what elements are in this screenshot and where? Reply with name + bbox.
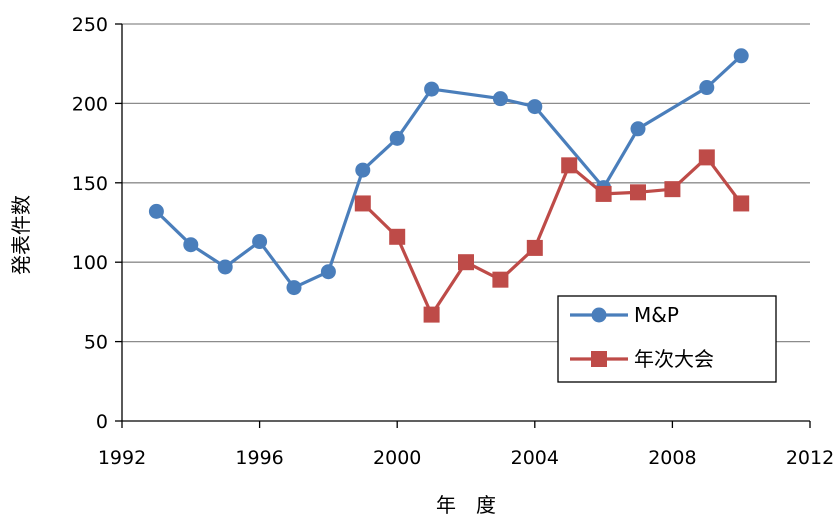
data-point: [595, 185, 612, 202]
data-point: [561, 157, 578, 174]
legend: M&P 年次大会: [557, 295, 777, 383]
data-point: [183, 237, 199, 253]
legend-marker-square: [591, 351, 607, 367]
data-point: [148, 203, 164, 219]
data-point: [492, 271, 509, 288]
x-tick-label: 1992: [98, 447, 146, 469]
series-0: [148, 48, 749, 296]
x-tick-label: 2004: [511, 447, 559, 469]
axes: [115, 23, 811, 428]
data-point: [458, 254, 474, 271]
data-point: [733, 195, 750, 212]
data-point: [733, 48, 749, 64]
x-tick-label: 2012: [786, 447, 834, 469]
data-point: [252, 234, 268, 250]
data-point: [217, 259, 233, 275]
series-line: [361, 155, 743, 317]
x-tick-labels: 1992 1996 2000 2004 2008 2012: [98, 447, 834, 469]
grid-lines: [122, 23, 810, 343]
data-point: [389, 130, 405, 146]
legend-item: 年次大会: [570, 347, 714, 371]
data-point: [492, 91, 508, 107]
y-tick-label: 100: [72, 252, 108, 274]
data-point: [320, 264, 336, 280]
x-tick-label: 1996: [235, 447, 283, 469]
x-tick-label: 2008: [648, 447, 696, 469]
legend-marker-circle: [591, 307, 607, 323]
data-point: [630, 121, 646, 137]
series-group: [148, 48, 750, 323]
y-tick-label: 50: [84, 332, 108, 354]
x-axis-title: 年 度: [436, 493, 496, 517]
data-point: [527, 99, 543, 115]
data-point: [664, 181, 681, 198]
y-tick-label: 200: [72, 93, 108, 115]
data-point: [630, 184, 646, 201]
y-tick-labels: 0 50 100 150 200 250: [72, 14, 108, 433]
y-tick-label: 250: [72, 14, 108, 36]
data-point: [389, 228, 406, 245]
legend-label: M&P: [634, 303, 679, 327]
data-point: [423, 306, 440, 323]
y-tick-label: 0: [96, 411, 108, 433]
data-point: [699, 80, 715, 96]
series-1: [354, 149, 750, 323]
data-point: [698, 149, 715, 166]
data-point: [526, 239, 543, 256]
legend-label: 年次大会: [634, 347, 714, 371]
legend-item: M&P: [570, 303, 679, 327]
x-tick-label: 2000: [373, 447, 421, 469]
data-point: [354, 195, 371, 212]
series-line: [155, 54, 743, 290]
data-point: [286, 280, 302, 296]
data-point: [355, 162, 371, 178]
data-point: [424, 81, 440, 97]
y-tick-label: 150: [72, 173, 108, 195]
y-axis-title: 発表件数: [9, 195, 33, 275]
